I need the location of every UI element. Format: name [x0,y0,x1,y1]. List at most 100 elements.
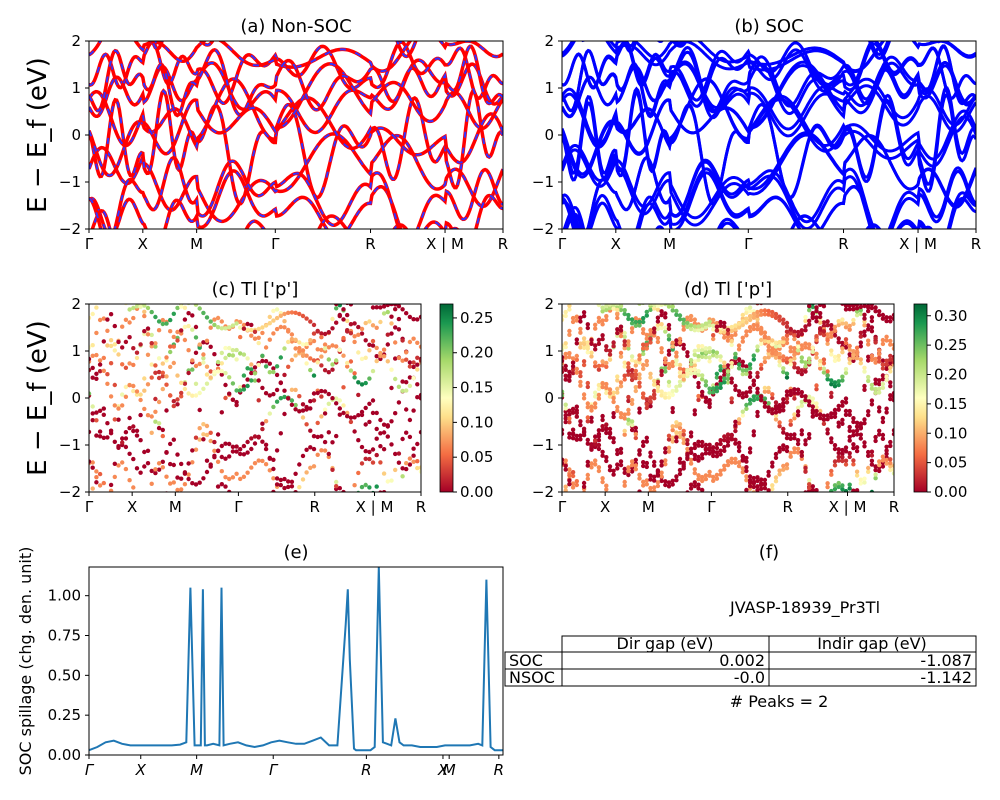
tl-p-weight-point-soc [655,304,661,309]
tl-p-weight-point-soc [803,324,808,329]
tl-p-weight-point-soc [880,458,886,463]
soc-band [562,60,976,155]
tl-p-weight-point-soc [803,465,808,471]
tl-p-weight-point-soc [692,324,697,329]
tl-p-weight-point-soc [788,392,793,398]
tl-p-weight-point [308,445,313,450]
tl-p-weight-point-soc [629,329,635,335]
tl-p-weight-point-soc [858,361,863,366]
tl-p-weight-point-soc [766,469,771,475]
tl-p-weight-point-soc [574,479,579,484]
tl-p-weight-point [378,305,383,310]
tl-p-weight-point [116,445,121,450]
tl-p-weight-point-soc [840,399,845,405]
tl-p-weight-point-soc [795,329,801,335]
tl-p-weight-point [145,382,151,387]
tl-p-weight-point-soc [618,324,624,329]
tl-p-weight-point-soc [729,324,734,330]
tl-p-weight-point-soc [888,439,893,445]
panel-c-ytick-label: −1 [59,436,81,454]
tl-p-weight-point [190,367,195,372]
tl-p-weight-point-soc [674,354,679,359]
tl-p-weight-point-soc [736,448,742,454]
tl-p-weight-point-soc [873,309,878,314]
tl-p-weight-point [378,417,383,423]
tl-p-weight-point-soc [814,319,819,324]
tl-p-weight-point-soc [633,323,638,328]
tl-p-weight-point [230,353,236,358]
tl-p-weight-point [149,481,154,486]
tl-p-weight-point-soc [585,401,590,406]
tl-p-weight-point [308,465,313,470]
tl-p-weight-point-soc [685,455,690,460]
tl-p-weight-point [153,370,158,375]
tl-p-weight-point [271,466,276,472]
tl-p-weight-point [219,350,224,356]
tl-p-weight-point-soc [648,395,653,400]
tl-p-weight-point [385,309,390,315]
tl-p-weight-point-soc [795,438,801,443]
tl-p-weight-point-soc [829,488,834,492]
tl-p-weight-point-soc [770,483,775,488]
tl-p-weight-point-soc [629,317,635,322]
tl-p-weight-point-soc [884,451,889,456]
tl-p-weight-point [142,309,147,314]
tl-p-weight-point-soc [777,318,782,323]
tl-p-weight-point [90,365,95,371]
tl-p-weight-point-soc [578,373,583,379]
tl-p-weight-point [215,484,221,489]
tl-p-weight-point-soc [873,360,878,365]
tl-p-weight-point-soc [784,435,790,441]
tl-p-weight-point [282,411,287,417]
tl-p-weight-point [120,362,125,367]
tl-p-weight-point-soc [747,362,753,367]
tl-p-weight-point [418,430,421,435]
tl-p-weight-point [319,414,324,419]
tl-p-weight-point-soc [866,378,871,384]
tl-p-weight-point-soc [873,377,878,382]
tl-p-weight-point [171,360,176,366]
tl-p-weight-point-soc [593,390,598,395]
tl-p-weight-point [90,486,95,491]
tl-p-weight-point-soc [818,415,823,421]
panel-a-ylabel: E − E_f (eV) [23,57,53,213]
tl-p-weight-point [396,460,402,465]
colorbar-d-tick-label: 0.30 [934,307,967,325]
tl-p-weight-point [367,342,372,347]
tl-p-weight-point [182,305,188,310]
tl-p-weight-point-soc [696,347,701,353]
tl-p-weight-point-soc [677,362,683,368]
tl-p-weight-point-soc [622,373,627,378]
tl-p-weight-point-soc [880,312,886,318]
tl-p-weight-point-soc [574,414,579,419]
tl-p-weight-point-soc [740,339,745,344]
tl-p-weight-point-soc [670,304,675,309]
tl-p-weight-point-soc [729,333,734,339]
tl-p-weight-point-soc [766,385,771,391]
tl-p-weight-point [131,456,136,462]
tl-p-weight-point-soc [829,352,834,357]
tl-p-weight-point-soc [877,405,882,410]
tl-p-weight-point-soc [652,485,657,490]
panel-e-xtick-label: X [135,761,147,779]
tl-p-weight-point [385,342,390,347]
tl-p-weight-point-soc [666,333,672,338]
tl-p-weight-point-soc [847,352,852,357]
panel-e-spillage [89,567,503,752]
tl-p-weight-point-soc [648,404,653,409]
tl-p-weight-point-soc [700,323,705,328]
tl-p-weight-point-soc [825,427,830,432]
tl-p-weight-point-soc [578,419,583,424]
tl-p-weight-point-soc [751,322,756,328]
panel-e-xtick-label: Γ [269,761,279,779]
tl-p-weight-point-soc [578,330,583,335]
tl-p-weight-point-soc [836,340,841,345]
tl-p-weight-point [356,470,361,476]
tl-p-weight-point [160,370,165,375]
tl-p-weight-point-soc [762,486,768,491]
tl-p-weight-point-soc [656,298,660,302]
tl-p-weight-point [245,356,250,361]
tl-p-weight-point [263,345,269,350]
tl-p-weight-point-soc [629,354,635,359]
tl-p-weight-point [407,339,413,345]
